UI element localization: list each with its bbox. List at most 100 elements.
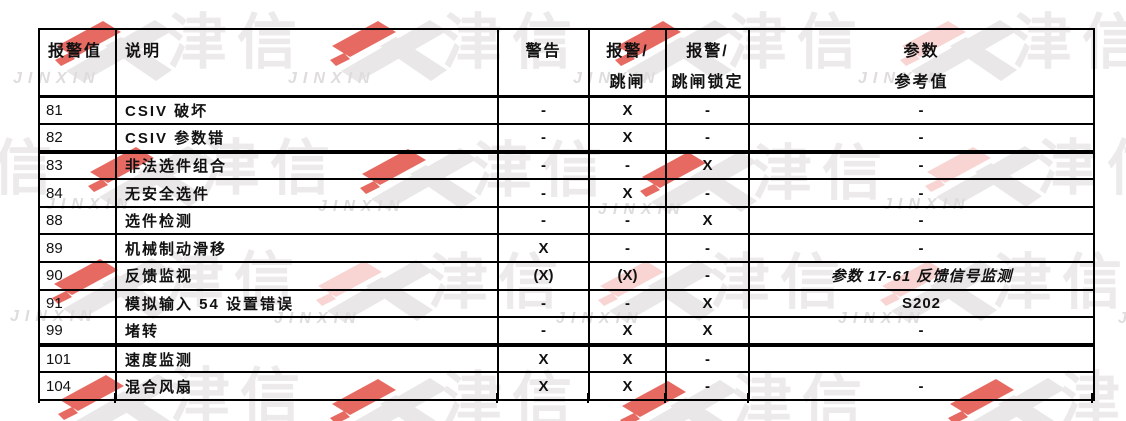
cell-alarm-code: 89 bbox=[38, 233, 117, 264]
cell-description: 选件检测 bbox=[115, 205, 499, 236]
cell-description: 反馈监视 bbox=[115, 261, 499, 291]
col-header-alarm-value: 报警值 bbox=[38, 28, 117, 98]
cell-trip-lock: X bbox=[665, 316, 750, 347]
alarm-table: 报警值 说明 警告 报警/ 跳闸 报警/ 跳闸锁定 bbox=[38, 28, 1095, 402]
cell-parameter: - bbox=[748, 233, 1095, 264]
cell-warning: X bbox=[497, 371, 590, 402]
cell-warning: - bbox=[497, 288, 590, 319]
cell-alarm-code: 90 bbox=[38, 261, 117, 291]
col-header-warning: 警告 bbox=[497, 28, 590, 98]
col-header-label: 报警/ bbox=[606, 43, 649, 60]
cell-description: 机械制动滑移 bbox=[115, 233, 499, 264]
cell-description: CSIV 破坏 bbox=[115, 95, 499, 126]
cell-parameter: - bbox=[748, 95, 1095, 126]
cell-alarm-trip: X bbox=[588, 178, 667, 208]
cell-parameter: - bbox=[748, 178, 1095, 208]
cell-alarm-trip: - bbox=[588, 288, 667, 319]
table-column-line-stub bbox=[496, 393, 498, 403]
table-row: 88 选件检测 - - X - bbox=[38, 205, 1095, 236]
cell-alarm-trip: X bbox=[588, 95, 667, 126]
cell-warning: X bbox=[497, 343, 590, 374]
cell-warning: - bbox=[497, 178, 590, 208]
col-header-parameter-reference: 参数 参考值 bbox=[748, 28, 1095, 98]
cell-parameter: - bbox=[748, 371, 1095, 402]
cell-parameter: - bbox=[748, 316, 1095, 347]
table-row: 101 速度监测 X X - bbox=[38, 343, 1095, 374]
table-column-line-stub bbox=[587, 393, 589, 403]
cell-alarm-code: 88 bbox=[38, 205, 117, 236]
cell-alarm-trip: - bbox=[588, 205, 667, 236]
table-row: 83 非法选件组合 - - X - bbox=[38, 150, 1095, 181]
col-header-alarm-trip: 报警/ 跳闸 bbox=[588, 28, 667, 98]
cell-trip-lock: - bbox=[665, 123, 750, 154]
cell-trip-lock: - bbox=[665, 95, 750, 126]
cell-alarm-trip: (X) bbox=[588, 261, 667, 291]
table-column-line-stub bbox=[1091, 393, 1093, 403]
cell-alarm-code: 84 bbox=[38, 178, 117, 208]
cell-parameter: - bbox=[748, 205, 1095, 236]
col-header-label: 警告 bbox=[525, 43, 562, 60]
table-row: 82 CSIV 参数错 - X - - bbox=[38, 123, 1095, 154]
cell-alarm-trip: X bbox=[588, 123, 667, 154]
cell-description: 无安全选件 bbox=[115, 178, 499, 208]
cell-trip-lock: X bbox=[665, 205, 750, 236]
cell-alarm-trip: - bbox=[588, 233, 667, 264]
cell-description: CSIV 参数错 bbox=[115, 123, 499, 154]
cell-description: 模拟输入 54 设置错误 bbox=[115, 288, 499, 319]
table-row: 81 CSIV 破坏 - X - - bbox=[38, 95, 1095, 126]
cell-parameter: S202 bbox=[748, 288, 1095, 319]
cell-trip-lock: X bbox=[665, 288, 750, 319]
table-row: 91 模拟输入 54 设置错误 - - X S202 bbox=[38, 288, 1095, 319]
cell-warning: - bbox=[497, 150, 590, 181]
table-row: 89 机械制动滑移 X - - - bbox=[38, 233, 1095, 264]
cell-alarm-trip: - bbox=[588, 150, 667, 181]
table-column-line-stub bbox=[38, 393, 40, 403]
table-row: 104 混合风扇 X X - - bbox=[38, 371, 1095, 402]
table-column-line-stub bbox=[747, 393, 749, 403]
alarm-table-body: 81 CSIV 破坏 - X - - 82 CSIV 参数错 - X - - 8… bbox=[38, 95, 1095, 402]
cell-parameter: 参数 17-61 反馈信号监测 bbox=[748, 261, 1095, 291]
cell-alarm-trip: X bbox=[588, 316, 667, 347]
cell-warning: - bbox=[497, 205, 590, 236]
cell-alarm-code: 104 bbox=[38, 371, 117, 402]
cell-trip-lock: - bbox=[665, 371, 750, 402]
table-column-line-stub bbox=[664, 393, 666, 403]
table-column-line-stub bbox=[114, 393, 116, 403]
cell-alarm-code: 101 bbox=[38, 343, 117, 374]
cell-trip-lock: - bbox=[665, 233, 750, 264]
cell-warning: X bbox=[497, 233, 590, 264]
watermark-latin-text: JINXIN bbox=[1118, 310, 1126, 328]
col-header-label: 报警值 bbox=[48, 43, 103, 60]
table-header-row: 报警值 说明 警告 报警/ 跳闸 报警/ 跳闸锁定 bbox=[38, 28, 1095, 98]
col-header-trip-lock: 报警/ 跳闸锁定 bbox=[665, 28, 750, 98]
cell-alarm-code: 81 bbox=[38, 95, 117, 126]
cell-alarm-code: 99 bbox=[38, 316, 117, 347]
cell-warning: - bbox=[497, 95, 590, 126]
col-header-label: 说明 bbox=[125, 43, 162, 60]
cell-trip-lock: - bbox=[665, 343, 750, 374]
cell-alarm-trip: X bbox=[588, 343, 667, 374]
cell-description: 堵转 bbox=[115, 316, 499, 347]
cell-parameter: - bbox=[748, 150, 1095, 181]
cell-trip-lock: - bbox=[665, 178, 750, 208]
cell-warning: - bbox=[497, 316, 590, 347]
cell-alarm-code: 91 bbox=[38, 288, 117, 319]
col-header-label2: 参考值 bbox=[894, 74, 949, 91]
table-row: 90 反馈监视 (X) (X) - 参数 17-61 反馈信号监测 bbox=[38, 261, 1095, 291]
col-header-label2: 跳闸 bbox=[609, 74, 646, 91]
col-header-label: 参数 bbox=[903, 43, 940, 60]
cell-description: 速度监测 bbox=[115, 343, 499, 374]
cell-description: 非法选件组合 bbox=[115, 150, 499, 181]
cell-warning: (X) bbox=[497, 261, 590, 291]
table-row: 99 堵转 - X X - bbox=[38, 316, 1095, 347]
col-header-label: 报警/ bbox=[686, 43, 729, 60]
cell-parameter bbox=[748, 343, 1095, 374]
cell-alarm-trip: X bbox=[588, 371, 667, 402]
cell-trip-lock: X bbox=[665, 150, 750, 181]
cell-trip-lock: - bbox=[665, 261, 750, 291]
col-header-label2: 跳闸锁定 bbox=[671, 74, 744, 91]
cell-description: 混合风扇 bbox=[115, 371, 499, 402]
table-row: 84 无安全选件 - X - - bbox=[38, 178, 1095, 208]
col-header-description: 说明 bbox=[115, 28, 499, 98]
